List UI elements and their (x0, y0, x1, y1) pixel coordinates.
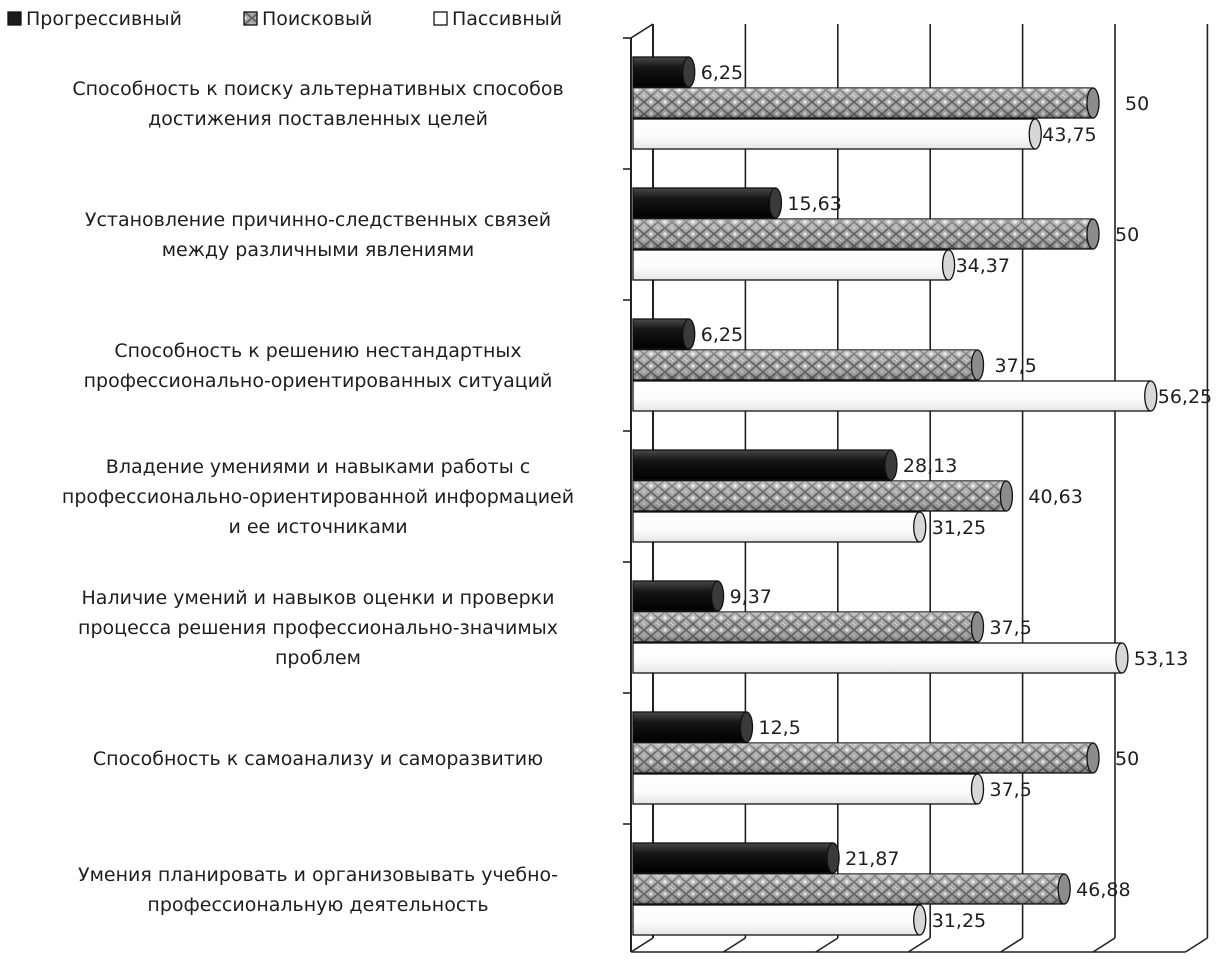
bar-end-cap (739, 711, 754, 743)
bar-end-cap (1028, 118, 1042, 150)
bar-end-cap (710, 580, 725, 612)
bar-end-cap (682, 56, 696, 88)
bar (632, 904, 921, 936)
bar (632, 773, 979, 805)
category-label: Умения планировать и организовывать учеб… (78, 864, 558, 916)
legend-swatch (433, 11, 448, 26)
data-label: 9,37 (730, 586, 772, 608)
data-label: 50 (1115, 224, 1139, 246)
bar (632, 842, 834, 874)
bar-shading (633, 743, 1093, 773)
floor-depth-line (815, 937, 839, 953)
top-depth-line (630, 23, 654, 39)
legend-label: Пассивный (452, 8, 562, 30)
bar (632, 580, 719, 612)
data-label: 34,37 (956, 255, 1010, 277)
value-labels: 6,25 50 43,75 15,63 50 34,37 6,25 37,5 56,25 28,1… (701, 62, 1212, 932)
bar-end-cap (1115, 642, 1129, 674)
bar-shading (633, 219, 1093, 249)
data-label: 6,25 (701, 324, 743, 346)
data-label: 28,13 (903, 455, 957, 477)
data-label: 50 (1115, 748, 1139, 770)
bar (632, 249, 950, 281)
bar-end-cap (970, 349, 985, 381)
data-label: 31,25 (932, 910, 986, 932)
category-label: Наличие умений и навыков оценки и провер… (78, 587, 558, 669)
bar-end-cap (1144, 380, 1158, 412)
category-label: Способность к самоанализу и саморазвитию (93, 748, 543, 770)
legend: Прогрессивный Поисковый Пассивный (7, 8, 562, 30)
bar-end-cap (913, 904, 927, 936)
bar (632, 56, 690, 88)
bar-end-cap (970, 773, 985, 805)
data-label: 15,63 (787, 193, 841, 215)
bar-end-cap (826, 842, 840, 874)
data-label: 53,13 (1134, 648, 1188, 670)
data-label: 56,25 (1158, 386, 1212, 408)
bar-end-cap (1086, 218, 1100, 250)
bar (632, 380, 1152, 412)
category-labels: Способность к поиску альтернативных спос… (62, 78, 574, 916)
data-label: 37,5 (990, 617, 1032, 639)
data-label: 50 (1125, 93, 1149, 115)
data-label: 6,25 (701, 62, 743, 84)
bar (632, 511, 921, 543)
legend-swatch (7, 11, 22, 26)
bar-end-cap (913, 511, 927, 543)
category-label: Способность к решению нестандартных профе… (84, 340, 553, 392)
legend-label: Прогрессивный (26, 8, 182, 30)
floor-depth-line (630, 937, 654, 953)
data-label: 21,87 (845, 848, 899, 870)
floor-depth-line (1000, 937, 1024, 953)
bar-shading (633, 481, 1007, 511)
data-label: 40,63 (1028, 486, 1082, 508)
bar-end-cap (941, 249, 956, 281)
bar (632, 187, 777, 219)
bar-end-cap (682, 318, 696, 350)
legend-label: Поисковый (262, 8, 372, 30)
bars-layer (632, 56, 1158, 936)
bar-end-cap (999, 480, 1014, 512)
bar (632, 642, 1123, 674)
category-label: Способность к поиску альтернативных спос… (72, 78, 563, 130)
data-label: 43,75 (1042, 124, 1096, 146)
data-label: 46,88 (1076, 879, 1130, 901)
legend-swatch (243, 11, 258, 26)
floor-depth-line (1092, 937, 1116, 953)
bar (632, 449, 892, 481)
bar-end-cap (1057, 873, 1071, 905)
bar-end-cap (970, 611, 985, 643)
data-label: 31,25 (932, 517, 986, 539)
bar-shading (633, 350, 978, 380)
bar-end-cap (1086, 742, 1100, 774)
bar-end-cap (768, 187, 783, 219)
bar-shading (633, 88, 1093, 118)
bar-shading (633, 612, 978, 642)
bar-end-cap (1086, 87, 1100, 119)
bar (632, 118, 1036, 150)
floor-depth-line (907, 937, 931, 953)
floor-depth-line (722, 937, 746, 953)
category-label: Владение умениями и навыками работы с про… (62, 456, 574, 538)
data-label: 37,5 (995, 355, 1037, 377)
category-label: Установление причинно-следственных связе… (85, 209, 551, 261)
bar (632, 711, 748, 743)
bar-end-cap (884, 449, 898, 481)
bar (632, 318, 690, 350)
data-label: 12,5 (759, 717, 801, 739)
data-label: 37,5 (990, 779, 1032, 801)
floor-depth-line (1184, 937, 1208, 953)
bar-shading (633, 874, 1065, 904)
